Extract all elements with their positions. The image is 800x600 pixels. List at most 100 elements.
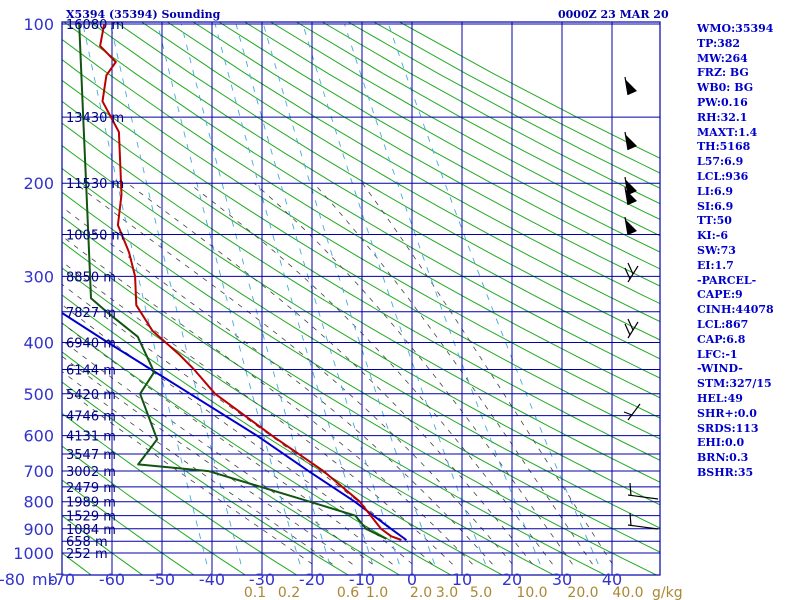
temperature-tick-label: 30 [552, 570, 572, 589]
pressure-tick-label: 600 [23, 427, 54, 446]
wind-barb [624, 318, 639, 339]
wind-barb [624, 186, 637, 206]
dry-adiabat [62, 79, 660, 440]
index-value: HEL:49 [697, 391, 743, 405]
index-value: CAP:6.8 [697, 332, 746, 346]
mixing-ratio-label: 10.0 [516, 585, 547, 600]
moist-adiabat [62, 385, 313, 565]
wind-barbs [623, 76, 659, 530]
dry-adiabat [62, 100, 660, 461]
temperature-tick-label: -50 [149, 570, 175, 589]
height-label: 13430 m [66, 111, 124, 126]
temperature-profile [99, 23, 402, 541]
mixing-ratio-line [214, 23, 374, 565]
pressure-tick-label: 300 [23, 267, 54, 286]
height-label: 252 m [66, 547, 108, 562]
height-label: 2479 m [66, 481, 116, 496]
pressure-tick-label: 100 [23, 15, 54, 34]
index-value: -PARCEL- [697, 273, 757, 287]
plot-area [61, 21, 661, 576]
mixing-ratio-line [180, 23, 331, 565]
height-label: 3002 m [66, 465, 116, 480]
dewpoint-profile [78, 23, 387, 540]
pressure-tick-label: 200 [23, 174, 54, 193]
temperature-tick-label: 40 [602, 570, 622, 589]
index-value: L57:6.9 [697, 155, 744, 169]
height-label: 1084 m [66, 523, 116, 538]
height-label: 3547 m [66, 448, 116, 463]
mixing-ratio-label: 40.0 [612, 585, 643, 600]
index-value: EI:1.7 [697, 258, 734, 272]
mixing-ratio-label: 0.1 [244, 585, 266, 600]
wind-barb [627, 512, 659, 530]
index-value: MAXT:1.4 [697, 125, 758, 139]
wind-barb [627, 482, 659, 500]
index-value: BRN:0.3 [697, 451, 749, 465]
dry-adiabat [62, 515, 143, 575]
dry-adiabat [63, 22, 660, 379]
temperature-tick-label: -20 [299, 570, 325, 589]
pressure-tick-label: 1000 [13, 544, 54, 563]
index-value: LI:6.9 [697, 184, 734, 198]
station-title: X5394 (35394) Sounding [66, 8, 221, 21]
parcel-path [62, 311, 407, 541]
index-value: TT:50 [697, 214, 732, 228]
mixing-ratio-label: 2.0 [410, 585, 432, 600]
index-value: EHI:0.0 [697, 436, 745, 450]
index-value: LCL:936 [697, 169, 749, 183]
mixing-ratio-labels: 0.1 0.2 0.6 1.0 2.0 3.0 5.0 10.0 20.0 40.0 g/kg [244, 585, 683, 600]
index-value: CAPE:9 [697, 288, 743, 302]
dry-adiabat [218, 22, 660, 270]
wind-barb [624, 76, 637, 96]
moist-adiabat [62, 283, 433, 565]
index-value: -WIND- [697, 362, 743, 376]
pressure-tick-label: 400 [23, 333, 54, 352]
index-value: SW:73 [697, 243, 736, 257]
temperature-tick-label: 20 [502, 570, 522, 589]
index-value: LCL:867 [697, 317, 749, 331]
index-value: SRDS:113 [697, 421, 759, 435]
index-value: TH:5168 [697, 140, 751, 154]
temperature-tick-label: 0 [407, 570, 417, 589]
moist-adiabat [62, 355, 353, 565]
mixing-ratio-line [302, 23, 486, 565]
frame-border [61, 21, 661, 576]
index-value: KI:-6 [697, 229, 728, 243]
index-value: LFC:-1 [697, 347, 738, 361]
temperature-tick-label: -40 [199, 570, 225, 589]
mixing-ratio-label: 0.6 [337, 585, 359, 600]
dry-adiabat [115, 22, 660, 341]
moist-adiabat [313, 182, 593, 565]
pressure-tick-label: 700 [23, 462, 54, 481]
height-label: 11530 m [66, 177, 124, 192]
dry-adiabat [62, 122, 660, 483]
wind-barb [624, 131, 637, 151]
height-labels: 16080 m 13430 m 11530 m 10050 m 8850 m 7827 m… [66, 18, 124, 562]
index-value: SI:6.9 [697, 199, 734, 213]
mixing-ratio-label: 1.0 [366, 585, 388, 600]
index-value: MW:264 [697, 51, 748, 65]
temperature-tick-label: -10 [349, 570, 375, 589]
dry-adiabat [62, 445, 246, 575]
sounding-time: 0000Z 23 MAR 20 [558, 8, 669, 21]
height-label: 1529 m [66, 510, 116, 525]
height-label: 4131 m [66, 430, 116, 445]
temperature-tick-label: -80 [0, 570, 25, 589]
height-label: 10050 m [66, 229, 124, 244]
dry-adiabat [141, 22, 660, 323]
index-value: WMO:35394 [697, 22, 774, 35]
height-label: 8850 m [66, 270, 116, 285]
pressure-temperature-grid [62, 22, 660, 575]
moist-adiabat [74, 182, 513, 565]
dry-adiabat [89, 22, 660, 360]
dry-adiabat [62, 479, 195, 575]
height-label: 4746 m [66, 410, 116, 425]
moist-adiabat [62, 261, 453, 565]
height-label: 1989 m [66, 496, 116, 511]
mixing-ratio-unit: g/kg [652, 585, 683, 600]
plot-frame [61, 21, 661, 576]
dry-adiabat [167, 22, 660, 305]
index-value: STM:327/15 [697, 377, 772, 391]
wind-barb [623, 403, 641, 421]
dry-adiabat [62, 59, 660, 419]
